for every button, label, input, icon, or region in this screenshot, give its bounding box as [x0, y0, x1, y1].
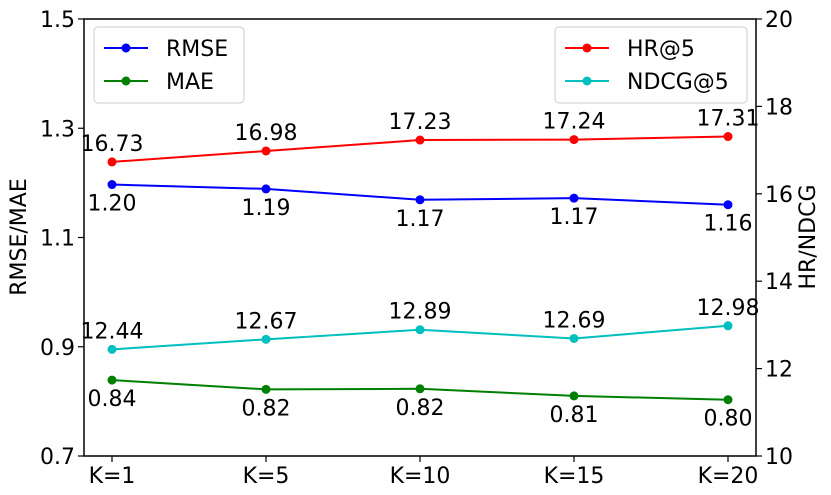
- series-rmse: 1.20 1.19 1.17 1.17 1.16: [88, 180, 753, 237]
- data-point: [261, 384, 271, 394]
- data-point: [261, 146, 271, 156]
- data-point: [415, 325, 425, 335]
- legend-swatch-marker: [121, 76, 131, 86]
- data-point: [569, 193, 579, 203]
- right-tick-label: 16: [765, 183, 793, 208]
- left-tick-label: 0.7: [40, 445, 75, 470]
- legend-swatch-marker: [121, 43, 131, 53]
- data-point: [723, 321, 733, 331]
- data-label: 1.19: [242, 196, 291, 221]
- data-point: [723, 200, 733, 210]
- data-point: [569, 333, 579, 343]
- data-label: 0.80: [704, 407, 753, 432]
- data-label: 0.81: [550, 403, 599, 428]
- data-point: [415, 135, 425, 145]
- left-tick-label: 1.1: [40, 227, 75, 252]
- data-point: [107, 180, 117, 190]
- data-point: [107, 344, 117, 354]
- right-axis: 10 12 14 16 18 20: [756, 8, 793, 470]
- data-point: [415, 195, 425, 205]
- series-hr-5: 16.73 16.98 17.23 17.24 17.31: [81, 107, 760, 167]
- x-tick-label: K=15: [544, 464, 605, 489]
- series-ndcg-5: 12.44 12.67 12.89 12.69 12.98: [81, 296, 760, 354]
- data-point: [569, 391, 579, 401]
- legend-swatch-marker: [582, 76, 592, 86]
- data-point: [261, 184, 271, 194]
- right-axis-label: HR/NDCG: [796, 184, 821, 289]
- data-label: 12.67: [235, 309, 298, 334]
- x-axis: K=1 K=5 K=10 K=15 K=20: [89, 456, 759, 489]
- legend-top-left: RMSE MAE: [93, 26, 245, 104]
- data-point: [107, 375, 117, 385]
- data-point: [415, 384, 425, 394]
- data-label: 17.24: [543, 110, 606, 135]
- data-label: 12.89: [389, 300, 452, 325]
- data-label: 12.98: [697, 296, 760, 321]
- legend-entry-label: NDCG@5: [627, 70, 729, 95]
- data-label: 0.82: [396, 396, 445, 421]
- x-tick-label: K=10: [390, 464, 451, 489]
- right-tick-label: 12: [765, 358, 793, 383]
- left-tick-label: 0.9: [40, 336, 75, 361]
- data-label: 17.23: [389, 110, 452, 135]
- legend-top-right: HR@5 NDCG@5: [554, 26, 748, 104]
- data-label: 12.44: [81, 319, 144, 344]
- data-label: 0.82: [242, 396, 291, 421]
- right-tick-label: 18: [765, 95, 793, 120]
- right-tick-label: 14: [765, 270, 793, 295]
- x-tick-label: K=1: [89, 464, 136, 489]
- legend-swatch-marker: [582, 43, 592, 53]
- legend-entry-label: HR@5: [627, 37, 695, 62]
- data-label: 1.17: [396, 207, 445, 232]
- left-axis: 0.7 0.9 1.1 1.3 1.5: [40, 8, 84, 470]
- data-label: 0.84: [88, 387, 137, 412]
- data-label: 1.17: [550, 205, 599, 230]
- data-point: [569, 135, 579, 145]
- x-tick-label: K=20: [698, 464, 759, 489]
- data-point: [107, 157, 117, 167]
- left-axis-label: RMSE/MAE: [7, 178, 32, 295]
- series-mae: 0.84 0.82 0.82 0.81 0.80: [88, 375, 753, 432]
- x-tick-label: K=5: [243, 464, 290, 489]
- left-tick-label: 1.5: [40, 8, 75, 33]
- data-label: 1.16: [704, 212, 753, 237]
- right-tick-label: 10: [765, 445, 793, 470]
- data-label: 16.98: [235, 121, 298, 146]
- legend-layer: RMSE MAE HR@5 NDCG@5: [93, 26, 748, 104]
- legend-box: [93, 26, 245, 104]
- data-label: 17.31: [697, 107, 760, 132]
- right-tick-label: 20: [765, 8, 793, 33]
- legend-box: [554, 26, 748, 104]
- data-point: [261, 334, 271, 344]
- data-label: 16.73: [81, 132, 144, 157]
- data-point: [723, 395, 733, 405]
- left-tick-label: 1.3: [40, 117, 75, 142]
- legend-entry-label: RMSE: [166, 37, 228, 62]
- legend-entry-label: MAE: [166, 70, 214, 95]
- data-label: 12.69: [543, 308, 606, 333]
- data-label: 1.20: [88, 192, 137, 217]
- series-layer: 1.20 1.19 1.17 1.17 1.16 0.84 0.82 0.82 0.81 0.80…: [81, 107, 760, 432]
- data-point: [723, 132, 733, 142]
